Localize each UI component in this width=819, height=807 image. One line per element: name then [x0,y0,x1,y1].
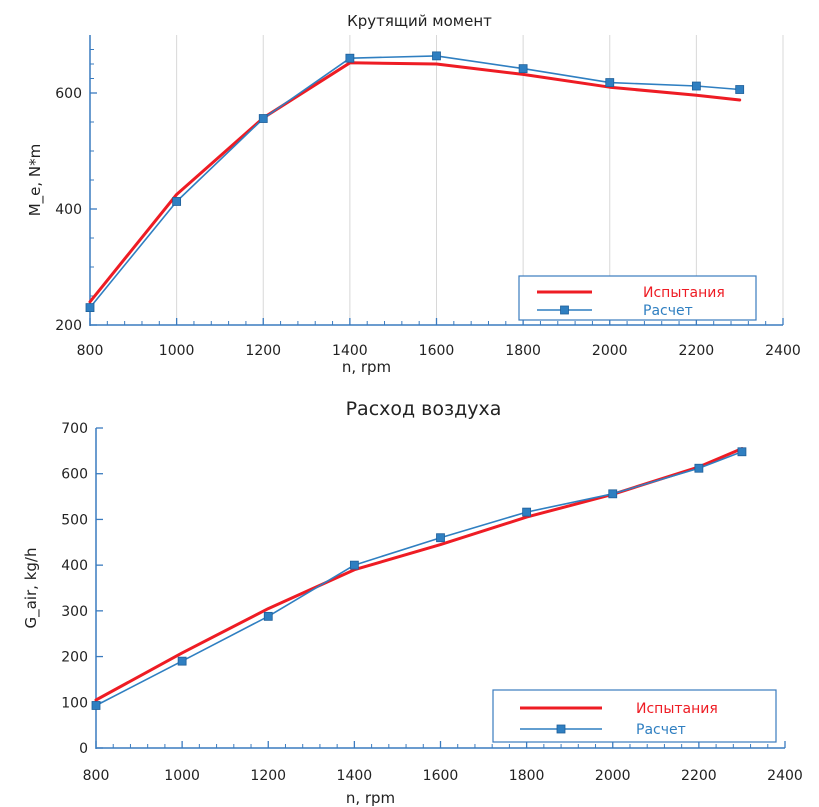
data-point [691,81,701,91]
legend-label: Расчет [643,303,693,319]
legend-box [518,275,757,321]
data-point [518,64,528,74]
x-tick-label: 1800 [505,343,541,359]
x-tick-label: 1600 [423,768,459,784]
y-axis-label: M_e, N*m [26,144,45,217]
chart-title: Крутящий момент [347,12,492,30]
y-tick-label: 600 [61,467,88,483]
x-tick-label: 1400 [332,343,368,359]
data-point [737,447,747,457]
y-tick-label: 100 [61,695,88,711]
data-point [436,533,445,543]
y-tick-label: 500 [61,512,88,528]
x-tick-label: 1600 [419,343,455,359]
legend-box [492,689,777,743]
data-point [172,197,182,206]
x-axis-label: n, rpm [342,358,391,376]
y-tick-label: 300 [61,604,88,620]
x-tick-label: 1200 [250,768,286,784]
x-tick-label: 2000 [595,768,631,784]
data-point [349,560,359,570]
x-tick-label: 2400 [767,768,803,784]
data-point [258,114,268,123]
data-point [694,463,704,473]
chart-1: 800 1000 1200 1400 1600 1800 2000 2200 2400 200 40… [26,12,801,376]
legend-marker [560,305,569,315]
y-tick-label: 200 [55,318,82,334]
data-point [177,656,187,666]
data-point [608,489,618,499]
y-axis-label: G_air, kg/h [22,548,41,629]
x-tick-label: 1400 [337,768,373,784]
y-tick-label: 400 [61,558,88,574]
legend-marker [556,724,566,734]
y-tick-label: 700 [61,421,88,437]
data-point [432,51,441,61]
x-tick-label: 2000 [592,343,628,359]
x-tick-label: 1800 [509,768,545,784]
chart-2: 800 1000 1200 1400 1600 1800 2000 2200 2400 0 100 2… [22,398,803,807]
x-tick-label: 1000 [164,768,200,784]
y-tick-label: 200 [61,650,88,666]
data-point [522,507,532,517]
x-tick-label: 800 [83,768,110,784]
chart-title: Расход воздуха [346,398,502,420]
data-point [263,611,273,621]
data-point [605,78,615,87]
data-point [345,53,355,63]
legend-label: Испытания [636,701,718,717]
data-point [91,701,101,710]
y-tick-label: 400 [55,202,82,218]
legend-label: Испытания [643,285,725,301]
x-tick-label: 2200 [681,768,717,784]
x-tick-label: 1000 [159,343,195,359]
y-tick-label: 0 [79,741,88,757]
data-point [85,303,95,313]
x-axis-label: n, rpm [346,789,395,807]
data-point [735,85,745,94]
x-tick-label: 2400 [765,343,801,359]
y-tick-label: 600 [55,86,82,102]
x-tick-label: 1200 [245,343,281,359]
x-tick-label: 800 [77,343,104,359]
x-tick-label: 2200 [679,343,715,359]
series-line-1 [88,61,742,304]
legend-label: Расчет [636,722,686,738]
